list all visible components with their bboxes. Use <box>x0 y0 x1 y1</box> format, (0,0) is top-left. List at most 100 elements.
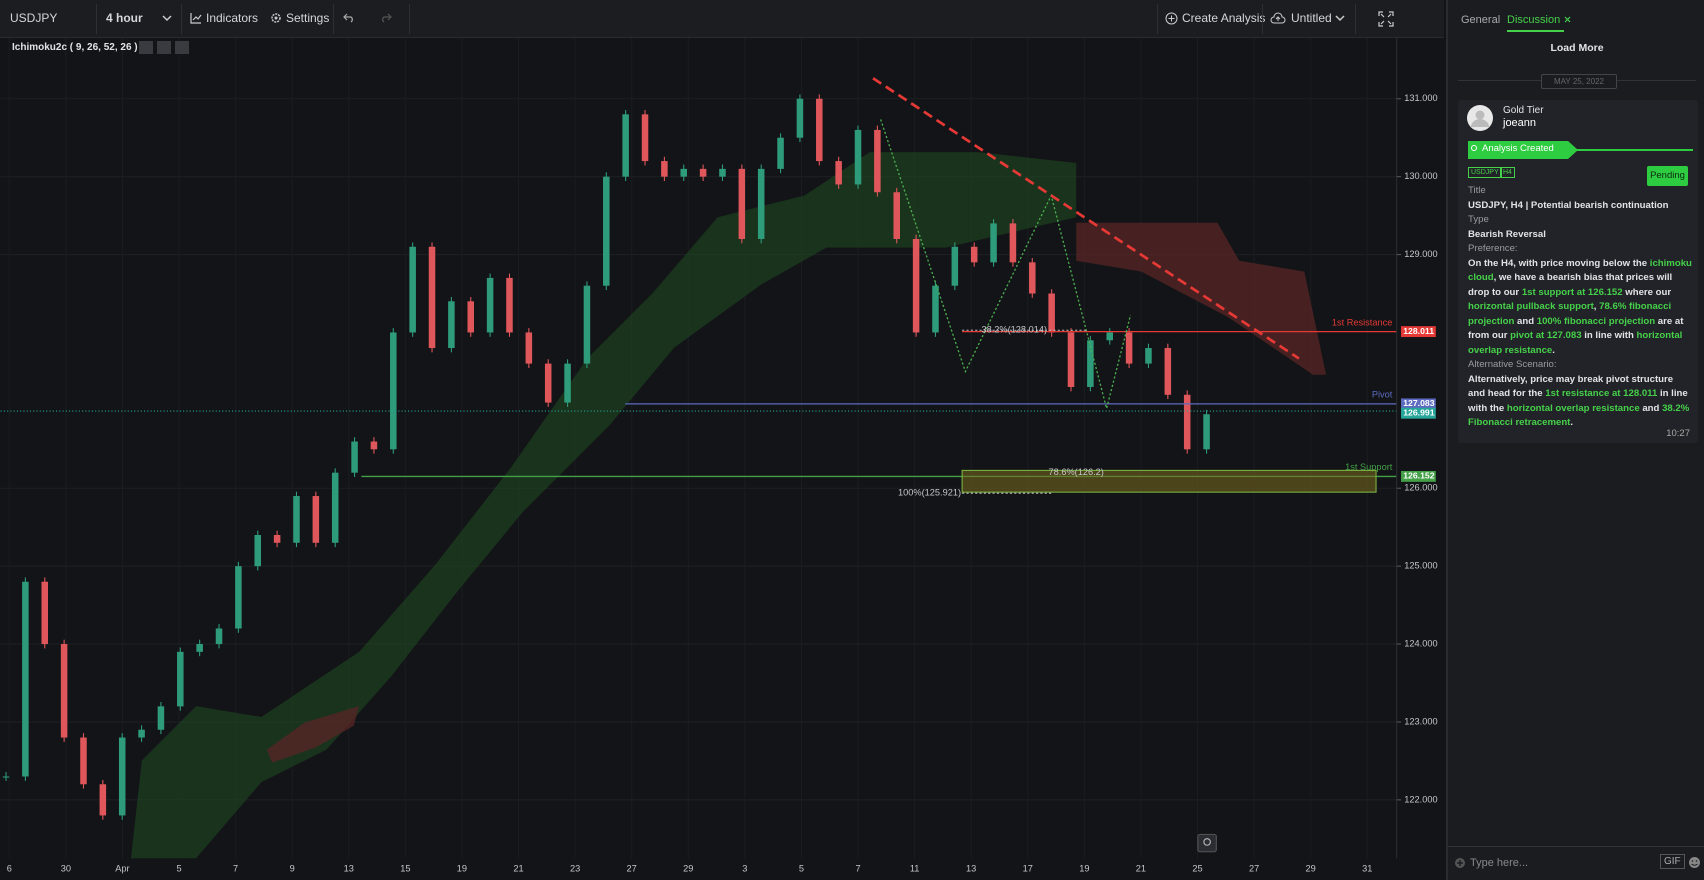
candle <box>893 192 901 239</box>
candle <box>1106 332 1113 341</box>
fib-label: 100%(125.921) <box>898 488 961 498</box>
tab-active[interactable]: Discussion <box>1507 14 1561 26</box>
candle <box>99 784 107 816</box>
candle <box>641 114 649 162</box>
candle <box>719 168 726 177</box>
x-tick-label: 7 <box>855 864 860 874</box>
candle <box>331 472 339 543</box>
candle <box>680 168 688 177</box>
price-tag <box>1401 470 1436 482</box>
redo-button[interactable] <box>380 13 392 23</box>
price-tag <box>1401 398 1436 410</box>
create-analysis-button[interactable]: Create Analysis <box>1182 11 1266 25</box>
text: and <box>1514 315 1537 327</box>
x-tick-label: 23 <box>570 864 580 874</box>
indicator-label: Ichimoku2c ( 9, 26, 52, 26 ) <box>12 42 138 53</box>
highlight-text: horizontal pullback support <box>1468 301 1594 312</box>
interval[interactable]: 4 hour <box>106 11 143 25</box>
layout-name[interactable]: Untitled <box>1291 11 1332 25</box>
level-label: Pivot <box>1372 390 1393 400</box>
candle <box>757 168 765 239</box>
alert-icon <box>1203 838 1211 846</box>
candle <box>564 363 571 403</box>
price-tag <box>1401 326 1436 338</box>
text: Alternatively, price may break pivot str… <box>1468 373 1674 400</box>
ichimoku-cloud-bearish <box>1076 222 1327 375</box>
settings-icon[interactable] <box>270 12 282 24</box>
dropdown-icon[interactable] <box>162 14 172 22</box>
separator <box>409 4 410 34</box>
fib-label: 78.6%(126.2) <box>1049 467 1104 477</box>
candle <box>254 534 262 567</box>
fullscreen-button[interactable] <box>1378 11 1394 27</box>
candle <box>622 114 629 177</box>
dropdown-icon[interactable] <box>1335 14 1345 22</box>
sidebar: General Discussion Load More MAY 25, 202… <box>1446 0 1704 880</box>
candle <box>932 285 939 333</box>
symbol[interactable]: USDJPY <box>10 11 58 25</box>
y-tick-label: 131.000 <box>1404 93 1437 103</box>
grid <box>0 38 1397 859</box>
candle <box>990 223 997 263</box>
text: in line with <box>1581 330 1637 341</box>
indicator-visibility[interactable] <box>139 41 153 54</box>
tag: H4 <box>1500 167 1515 178</box>
x-tick-label: 6 <box>7 864 12 874</box>
cloud-icon[interactable] <box>1270 12 1286 24</box>
trend-line <box>872 77 1300 360</box>
attach-button[interactable] <box>1454 857 1466 869</box>
highlight-text: horizontal overlap resistance <box>1468 330 1683 356</box>
y-tick-label: 130.000 <box>1404 171 1437 181</box>
chart: 1st Resistance 128.011 Pivot 127.083 1st Sup… <box>0 38 1444 880</box>
indicators-icon[interactable] <box>190 12 202 24</box>
candle <box>293 496 300 543</box>
candle <box>583 285 591 364</box>
tab-close[interactable] <box>1564 16 1571 23</box>
state-button[interactable]: Pending <box>1647 166 1688 186</box>
tab[interactable]: General <box>1461 14 1501 26</box>
candle <box>699 168 707 177</box>
x-tick-label: 29 <box>1306 864 1316 874</box>
candle <box>1203 414 1210 450</box>
undo-button[interactable] <box>343 13 355 23</box>
indicator-delete[interactable] <box>175 41 189 54</box>
x-tick-label: 27 <box>1249 864 1259 874</box>
alternative-text: Alternatively, price may break pivot str… <box>1468 373 1692 431</box>
indicator-settings[interactable] <box>157 41 171 54</box>
field-label: Preference: <box>1468 243 1518 254</box>
load-more[interactable]: Load More <box>1550 42 1604 54</box>
emoji-button[interactable] <box>1688 856 1701 869</box>
separator <box>96 4 97 34</box>
gif-button[interactable]: GIF <box>1660 854 1685 869</box>
candle <box>60 644 68 738</box>
toolbar: USDJPY 4 hour Indicators Settings Create… <box>0 0 1444 38</box>
x-tick-label: 7 <box>233 864 238 874</box>
tab-underline <box>1507 30 1564 32</box>
separator <box>1157 4 1158 34</box>
x-tick-label: 13 <box>344 864 354 874</box>
indicator-controls <box>139 41 189 54</box>
alert-button[interactable] <box>1197 833 1217 853</box>
text: are at from our <box>1468 315 1684 342</box>
indicators-button[interactable]: Indicators <box>206 11 259 25</box>
post-type: Bearish Reversal <box>1468 228 1546 240</box>
candle <box>2 776 10 778</box>
x-tick-label: 3 <box>742 864 747 874</box>
text: in line with the <box>1468 388 1688 414</box>
x-tick-label: 21 <box>1136 864 1146 874</box>
x-tick-label: 19 <box>1079 864 1089 874</box>
settings-button[interactable]: Settings <box>286 11 330 25</box>
create-icon[interactable] <box>1165 12 1178 25</box>
post-body: Title USDJPY, H4 | Potential bearish con… <box>1468 184 1692 431</box>
tag: USDJPY <box>1468 167 1502 178</box>
separator <box>1262 4 1263 34</box>
text: , we have a bearish bias that prices wil… <box>1468 272 1673 298</box>
preference-text: On the H4, with price moving below the i… <box>1468 257 1692 359</box>
message-input[interactable]: Type here... <box>1470 857 1529 869</box>
candle <box>486 277 494 333</box>
candle <box>1009 223 1017 263</box>
level-label: 1st Support <box>1345 462 1393 472</box>
field-label: Type <box>1468 214 1489 225</box>
candle <box>1145 348 1152 364</box>
